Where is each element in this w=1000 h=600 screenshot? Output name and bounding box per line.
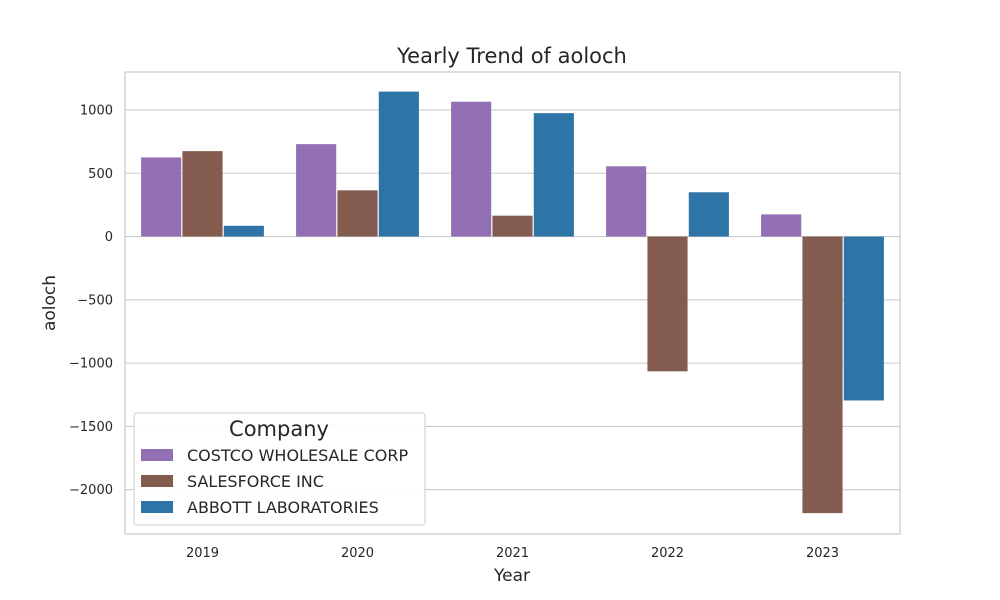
chart-title: Yearly Trend of aoloch — [396, 44, 627, 68]
plot-frame — [124, 71, 901, 535]
y-tick-label: 1000 — [80, 103, 113, 118]
x-tick-label: 2023 — [806, 546, 839, 561]
y-tick-label: 0 — [105, 230, 113, 245]
legend-swatch — [141, 475, 173, 487]
bar — [296, 144, 337, 237]
bar — [223, 225, 264, 237]
bar — [492, 215, 533, 237]
x-tick-label: 2020 — [341, 546, 374, 561]
bar — [802, 236, 843, 514]
legend-label: COSTCO WHOLESALE CORP — [187, 446, 408, 465]
x-axis-title: Year — [493, 566, 530, 586]
bar — [182, 151, 223, 237]
legend-items: COSTCO WHOLESALE CORP SALESFORCE INC ABBOT… — [141, 446, 408, 517]
bar — [378, 91, 419, 237]
bar — [533, 113, 574, 237]
legend-box — [133, 412, 426, 526]
y-tick-labels: −2000 −1500 −1000 −500 0 500 1000 — [69, 103, 113, 498]
bar — [647, 236, 688, 372]
bar — [688, 192, 729, 237]
x-tick-labels: 2019 2020 2021 2022 2023 — [186, 546, 839, 561]
x-tick-label: 2019 — [186, 546, 219, 561]
legend-swatch — [141, 501, 173, 513]
bar — [451, 101, 492, 237]
legend-label: ABBOTT LABORATORIES — [187, 498, 379, 517]
bar — [606, 166, 647, 237]
x-tick-label: 2021 — [496, 546, 529, 561]
bar — [337, 190, 378, 237]
legend-swatch — [141, 449, 173, 461]
bars — [141, 91, 884, 514]
legend: Company COSTCO WHOLESALE CORP SALESFORCE … — [133, 412, 426, 526]
y-tick-label: −2000 — [69, 483, 113, 498]
y-tick-label: −500 — [77, 293, 113, 308]
bar — [843, 236, 884, 401]
y-axis-title: aoloch — [40, 275, 60, 331]
bar — [141, 157, 182, 237]
y-tick-label: −1500 — [69, 420, 113, 435]
y-tick-label: −1000 — [69, 357, 113, 372]
legend-title: Company — [229, 417, 329, 441]
x-tick-label: 2022 — [651, 546, 684, 561]
bar — [761, 214, 802, 237]
legend-label: SALESFORCE INC — [187, 472, 324, 491]
y-tick-label: 500 — [88, 167, 113, 182]
